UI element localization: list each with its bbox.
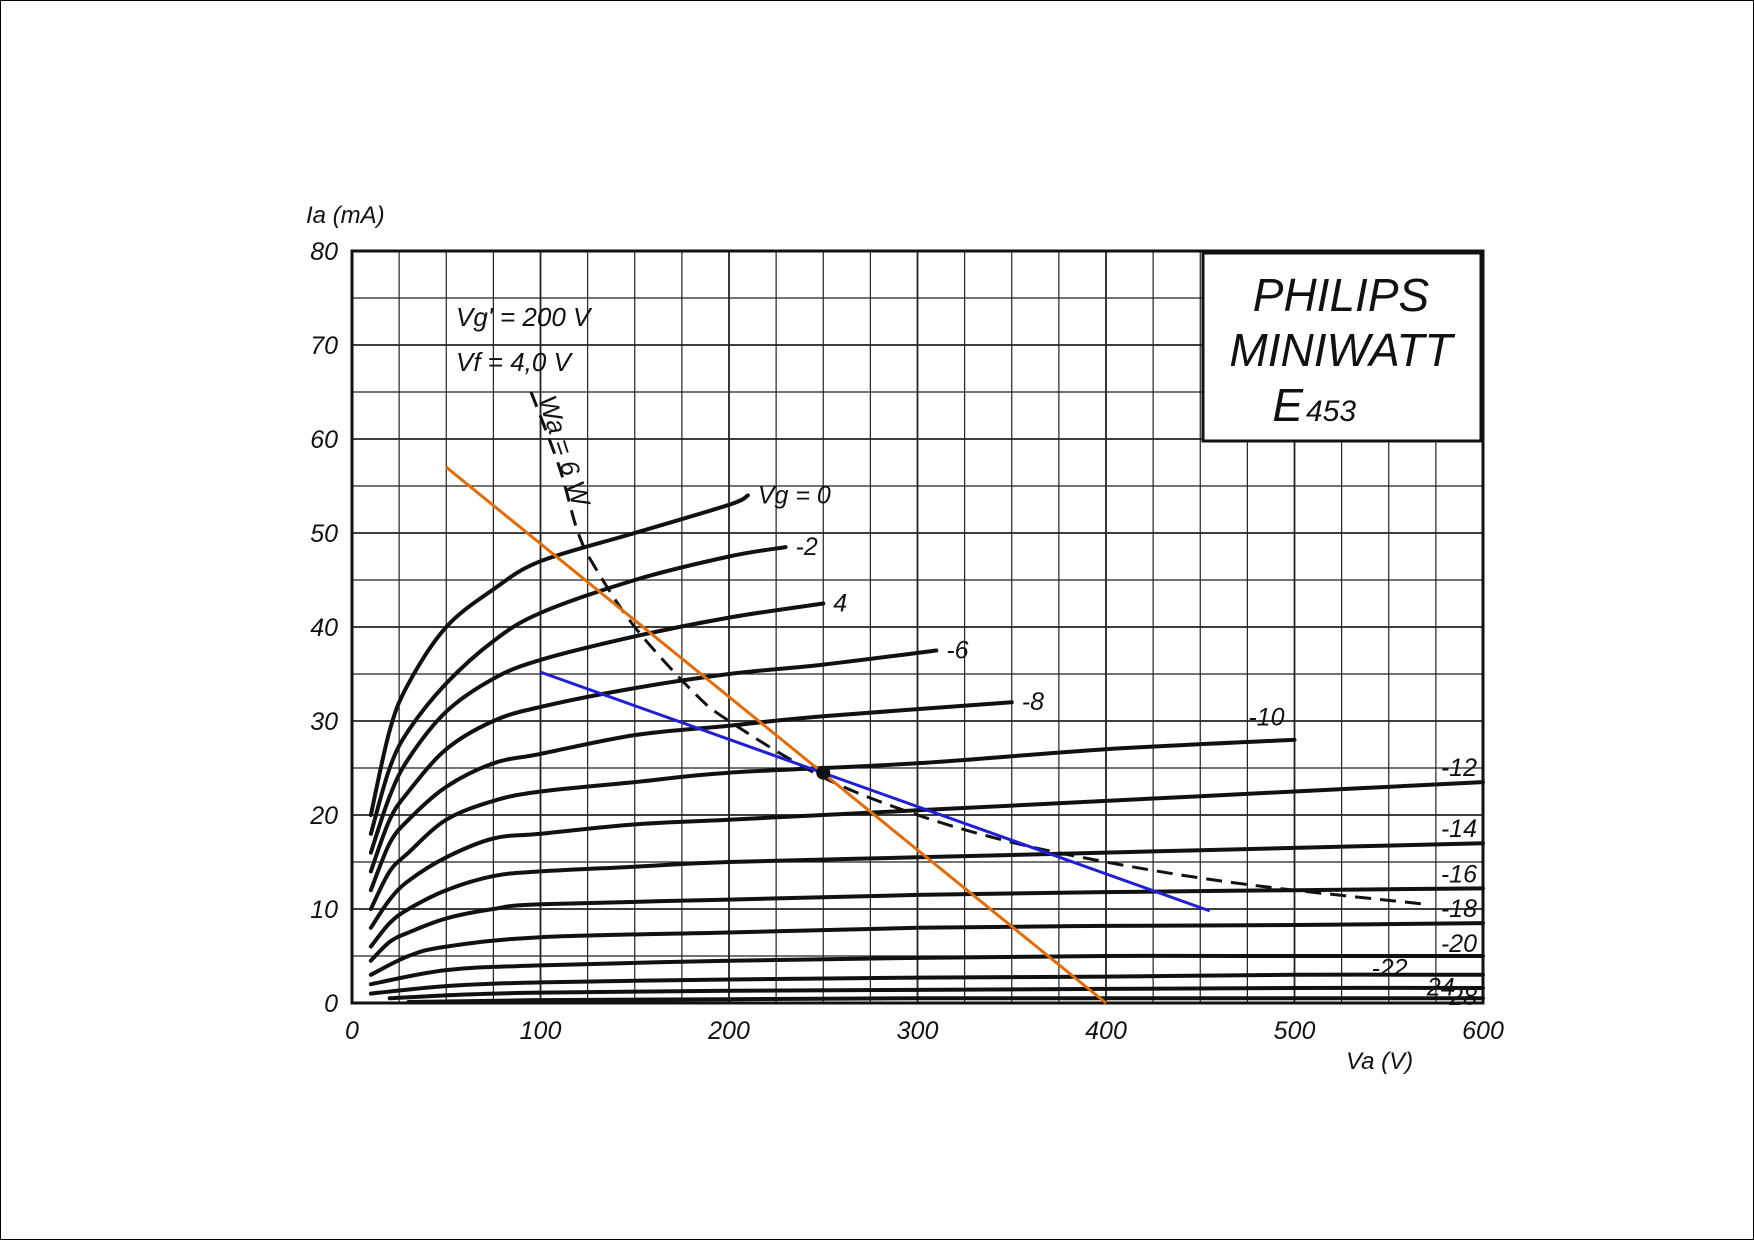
operating-point xyxy=(816,765,831,780)
filament-voltage-note: Vf = 4,0 V xyxy=(456,347,574,377)
characteristic-curve xyxy=(387,985,1485,1001)
characteristic-curve xyxy=(368,780,1485,930)
x-tick-label: 500 xyxy=(1274,1017,1316,1045)
dissipation-curve xyxy=(529,391,1427,906)
x-tick-label: 600 xyxy=(1462,1017,1504,1045)
y-tick-label: 40 xyxy=(310,614,338,642)
characteristic-curve xyxy=(368,493,750,817)
characteristic-curve xyxy=(368,545,788,836)
curve-label: -2 xyxy=(796,533,818,561)
x-axis-label: Va (V) xyxy=(1346,1048,1413,1075)
curve-label: 24 xyxy=(1426,974,1455,1002)
curve-label: -22 xyxy=(1371,955,1407,983)
curve-label: -6 xyxy=(946,637,968,665)
characteristic-curve xyxy=(368,841,1485,949)
y-tick-label: 0 xyxy=(324,990,338,1018)
load-line xyxy=(539,670,1211,913)
x-tick-label: 300 xyxy=(897,1017,939,1045)
characteristic-curve xyxy=(368,737,1297,911)
characteristic-curve xyxy=(368,601,826,855)
curve-label: 4 xyxy=(833,590,847,618)
characteristic-curve xyxy=(368,648,939,874)
brand-line-philips: PHILIPS xyxy=(1253,269,1430,321)
x-tick-label: 400 xyxy=(1085,1017,1127,1045)
curve-label: -12 xyxy=(1441,754,1477,782)
brand-box-frame xyxy=(1201,251,1483,443)
brand-box: PHILIPS MINIWATT E 453 xyxy=(1201,251,1483,443)
x-tick-label: 100 xyxy=(520,1017,562,1045)
y-tick-label: 20 xyxy=(309,802,338,830)
curve-label: -16 xyxy=(1441,860,1477,888)
curve-label: -10 xyxy=(1248,704,1284,732)
brand-line-number: 453 xyxy=(1306,395,1356,428)
characteristic-curve xyxy=(368,953,1485,987)
brand-line-type: E xyxy=(1272,379,1304,431)
characteristic-curve xyxy=(368,921,1485,977)
y-tick-label: 30 xyxy=(310,708,338,736)
screen-voltage-note: Vg' = 200 V xyxy=(456,302,593,332)
characteristic-curve xyxy=(368,972,1485,996)
plot-frame xyxy=(350,249,1485,1005)
characteristic-curve xyxy=(406,996,1485,1005)
y-tick-label: 60 xyxy=(310,426,338,454)
x-tick-label: 200 xyxy=(707,1017,750,1045)
curve-label: -8 xyxy=(1022,688,1044,716)
y-tick-label: 70 xyxy=(310,332,338,360)
curve-label: -14 xyxy=(1441,815,1477,843)
x-tick-label: 0 xyxy=(345,1017,359,1045)
y-tick-label: 50 xyxy=(310,520,338,548)
characteristic-curve xyxy=(368,886,1485,963)
curve-label: -20 xyxy=(1441,930,1477,958)
y-tick-label: 80 xyxy=(310,238,338,266)
y-tick-label: 10 xyxy=(310,896,338,924)
y-axis-label: Ia (mA) xyxy=(306,202,385,229)
curve-label: -28 xyxy=(1441,983,1477,1011)
curve-label: -18 xyxy=(1441,895,1477,923)
curve-label: Vg = 0 xyxy=(758,481,831,509)
brand-line-miniwatt: MINIWATT xyxy=(1229,324,1455,376)
load-line xyxy=(445,466,1107,1005)
characteristic-curve xyxy=(368,700,1014,893)
